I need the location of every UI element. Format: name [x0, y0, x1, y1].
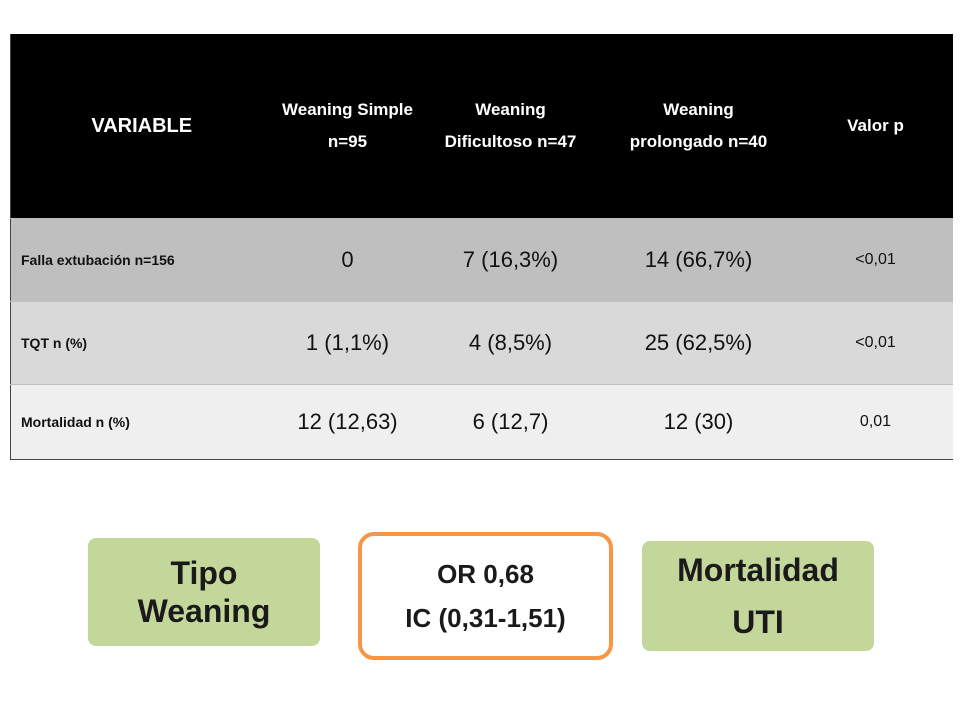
- cell-simple: 1 (1,1%): [272, 301, 423, 385]
- results-table: VARIABLE Weaning Simple n=95 Weaning Dif…: [10, 34, 953, 460]
- header-valor-p: Valor p: [798, 34, 953, 219]
- cell-simple: 0: [272, 218, 423, 302]
- header-weaning-dificultoso-line1: Weaning: [475, 100, 546, 119]
- table-header-row: VARIABLE Weaning Simple n=95 Weaning Dif…: [10, 34, 953, 219]
- cell-prolongado: 25 (62,5%): [598, 301, 799, 385]
- cell-prolongado: 12 (30): [598, 384, 799, 460]
- cell-valor-p: <0,01: [798, 218, 953, 302]
- cell-prolongado: 14 (66,7%): [598, 218, 799, 302]
- mortalidad-uti-line1: Mortalidad: [677, 552, 839, 588]
- tipo-weaning-box: Tipo Weaning: [88, 538, 320, 646]
- mortalidad-uti-line2: UTI: [732, 604, 784, 640]
- header-weaning-simple: Weaning Simple n=95: [272, 34, 423, 219]
- cell-dificultoso: 7 (16,3%): [422, 218, 599, 302]
- table-row-mortalidad: Mortalidad n (%) 12 (12,63) 6 (12,7) 12 …: [10, 384, 953, 460]
- row-label: TQT n (%): [10, 301, 273, 385]
- cell-dificultoso: 4 (8,5%): [422, 301, 599, 385]
- header-weaning-dificultoso-line2: Dificultoso n=47: [444, 132, 577, 151]
- table-row-tqt: TQT n (%) 1 (1,1%) 4 (8,5%) 25 (62,5%) <…: [10, 301, 953, 385]
- header-weaning-dificultoso: Weaning Dificultoso n=47: [422, 34, 599, 219]
- header-weaning-prolongado-line1: Weaning: [663, 100, 734, 119]
- tipo-weaning-line1: Tipo: [170, 555, 238, 591]
- row-label: Mortalidad n (%): [10, 384, 273, 460]
- header-weaning-prolongado-line2: prolongado n=40: [629, 132, 768, 151]
- cell-valor-p: <0,01: [798, 301, 953, 385]
- cell-simple: 12 (12,63): [272, 384, 423, 460]
- odds-ratio-box: OR 0,68 IC (0,31-1,51): [358, 532, 613, 660]
- tipo-weaning-line2: Weaning: [137, 593, 271, 629]
- header-weaning-simple-line1: Weaning Simple: [282, 100, 413, 119]
- header-weaning-simple-line2: n=95: [327, 132, 368, 151]
- mortalidad-uti-box: Mortalidad UTI: [642, 541, 874, 651]
- table-row-falla-extubacion: Falla extubación n=156 0 7 (16,3%) 14 (6…: [10, 218, 953, 302]
- cell-dificultoso: 6 (12,7): [422, 384, 599, 460]
- header-weaning-prolongado: Weaning prolongado n=40: [598, 34, 799, 219]
- header-variable: VARIABLE: [10, 34, 273, 219]
- confidence-interval: IC (0,31-1,51): [405, 603, 566, 633]
- odds-ratio-value: OR 0,68: [437, 559, 534, 589]
- cell-valor-p: 0,01: [798, 384, 953, 460]
- row-label: Falla extubación n=156: [10, 218, 273, 302]
